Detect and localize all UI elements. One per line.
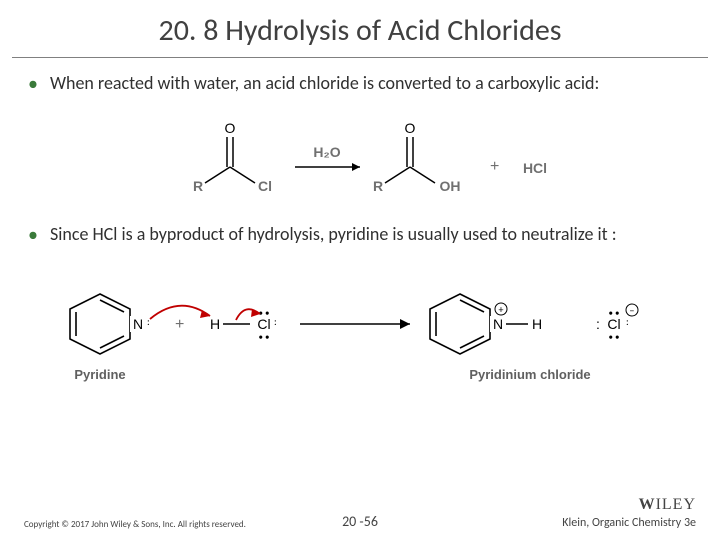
- carbonyl-o: O: [225, 120, 236, 136]
- cl-leaving: Cl: [258, 178, 272, 194]
- carbonyl-o-2: O: [405, 120, 416, 136]
- bullet-1-text: When reacted with water, an acid chlorid…: [50, 72, 599, 97]
- pyridinium-n: N: [493, 316, 503, 332]
- pyridine-label: Pyridine: [74, 367, 125, 382]
- book-reference: Klein, Organic Chemistry 3e: [562, 516, 696, 530]
- reaction-2-diagram: N : Pyridine + H Cl : • • • •: [0, 256, 720, 422]
- oh-group: OH: [440, 178, 461, 194]
- copyright-text: Copyright © 2017 John Wiley & Sons, Inc.…: [24, 519, 246, 530]
- hcl-h: H: [210, 316, 220, 332]
- bullet-marker: •: [28, 72, 38, 97]
- pyridinium-structure: N + H: [430, 294, 542, 354]
- svg-text::: :: [596, 316, 600, 332]
- pyridine-structure: N :: [70, 294, 210, 354]
- bullet-1: • When reacted with water, an acid chlor…: [0, 72, 720, 97]
- hcl-structure: H Cl : • • • •: [210, 308, 277, 343]
- bullet-2: • Since HCl is a byproduct of hydrolysis…: [0, 223, 720, 248]
- svg-text:+: +: [499, 303, 504, 316]
- bullet-marker: •: [28, 223, 38, 248]
- svg-text:• •: • •: [609, 308, 620, 319]
- reaction-1-diagram: O R Cl H₂O O R OH + HCl: [0, 105, 720, 223]
- reaction-arrow-1: H₂O: [295, 144, 360, 171]
- slide-title: 20. 8 Hydrolysis of Acid Chlorides: [12, 0, 708, 58]
- svg-text::: :: [626, 315, 629, 328]
- svg-text::: :: [274, 315, 277, 328]
- r-group-1: R: [193, 178, 203, 194]
- slide-footer: Copyright © 2017 John Wiley & Sons, Inc.…: [0, 496, 720, 530]
- acid-chloride-structure: O R Cl: [193, 120, 272, 194]
- pyridinium-label: Pyridinium chloride: [469, 367, 590, 382]
- pyridinium-h: H: [532, 316, 542, 332]
- bullet-2-text: Since HCl is a byproduct of hydrolysis, …: [50, 223, 617, 248]
- carboxylic-acid-structure: O R OH: [373, 120, 461, 194]
- publisher-logo: WILEY: [562, 496, 696, 514]
- r-group-2: R: [373, 178, 383, 194]
- plus-sign-1: +: [490, 158, 499, 175]
- page-number: 20 -56: [342, 513, 378, 530]
- pyridine-n: N: [133, 316, 143, 332]
- reaction-arrow-2: [300, 319, 410, 329]
- reagent-water: H₂O: [313, 144, 340, 160]
- svg-text:−: −: [630, 304, 635, 317]
- plus-sign-2: +: [175, 316, 184, 333]
- chloride-anion: : Cl : • • • • −: [596, 304, 638, 343]
- svg-text::: :: [147, 315, 150, 328]
- svg-text:• •: • •: [609, 332, 620, 343]
- svg-text:• •: • •: [259, 332, 270, 343]
- hcl-byproduct: HCl: [523, 160, 547, 176]
